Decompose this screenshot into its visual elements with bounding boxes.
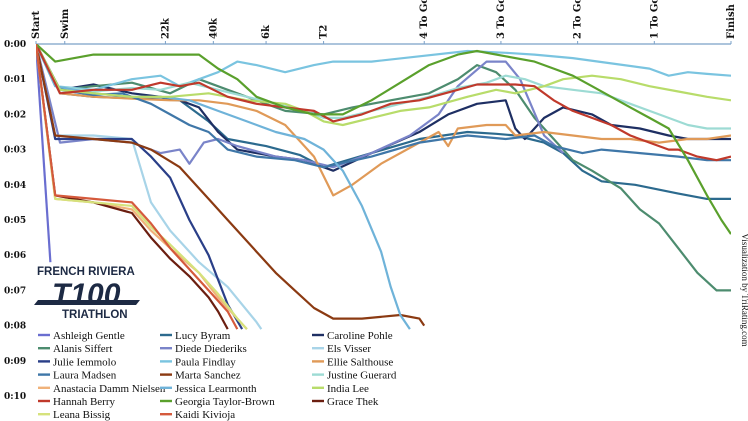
- series-line-marta-sanchez: [36, 44, 426, 327]
- series-line-grace-thek: [36, 44, 229, 330]
- y-tick-labels: 0:00 0:01 0:02 0:03 0:04 0:05 0:06 0:07 0:08 0:09…: [4, 40, 26, 402]
- x-tick-label: Swim: [60, 8, 71, 39]
- y-tick-label: 0:01: [4, 75, 26, 85]
- series-line-hannah-berry: [36, 44, 731, 162]
- series-line-india-lee: [36, 44, 731, 127]
- series-line-paula-findlay: [36, 44, 731, 91]
- legend-label: Caroline Pohle: [327, 330, 393, 342]
- legend-label: Ellie Salthouse: [327, 356, 393, 368]
- y-tick-label: 0:04: [4, 181, 26, 191]
- x-tick-label: 22k: [160, 17, 171, 39]
- y-tick-label: 0:06: [4, 251, 26, 261]
- logo-mark: T100: [52, 278, 121, 311]
- x-tick-label: 4 To Go: [419, 0, 430, 39]
- x-tick-label: 6k: [261, 24, 272, 39]
- legend-label: Anastacia Damm Nielsen: [53, 383, 166, 395]
- x-tick-label: Finish: [726, 3, 737, 39]
- legend-label: Els Visser: [327, 343, 371, 355]
- series-line-kaidi-kivioja: [36, 44, 239, 330]
- series-line-georgia-taylor-brown: [36, 44, 731, 235]
- legend-label: Georgia Taylor-Brown: [175, 396, 275, 408]
- x-tick-label: T2: [319, 25, 330, 39]
- series-line-laura-madsen: [36, 44, 731, 169]
- t100-logo: FRENCH RIVIERA T100 TRIATHLON: [34, 266, 140, 321]
- legend-label: Grace Thek: [327, 396, 379, 408]
- legend-label: Hannah Berry: [53, 396, 116, 408]
- y-tick-label: 0:03: [4, 146, 26, 156]
- y-tick-label: 0:08: [4, 322, 26, 332]
- legend-label: Kaidi Kivioja: [175, 409, 235, 421]
- legend-label: Julie Iemmolo: [53, 356, 117, 368]
- legend-label: Jessica Learmonth: [175, 383, 257, 395]
- legend-label: Ashleigh Gentle: [53, 330, 125, 342]
- legend-label: Paula Findlay: [175, 356, 236, 368]
- credit-text: Visualization by TriRating.com: [740, 233, 748, 346]
- series-line-ellie-salthouse: [36, 44, 731, 197]
- y-tick-label: 0:07: [4, 286, 26, 296]
- x-tick-labels: Start Swim 22k 40k 6k T2 4 To Go 3 To Go 2 To Go…: [31, 0, 737, 44]
- series-line-ashleigh-gentle: [36, 44, 52, 263]
- logo-line2: TRIATHLON: [62, 309, 128, 321]
- series-line-justine-guerard: [36, 44, 731, 130]
- legend-label: Laura Madsen: [53, 370, 117, 382]
- y-tick-label: 0:05: [4, 216, 26, 226]
- x-tick-label: 3 To Go: [496, 0, 507, 39]
- x-tick-label: Start: [31, 10, 42, 39]
- legend-label: India Lee: [327, 383, 369, 395]
- y-tick-label: 0:00: [4, 40, 26, 50]
- legend-label: Marta Sanchez: [175, 370, 241, 382]
- series-line-julie-iemmolo: [36, 44, 244, 330]
- y-tick-label: 0:09: [4, 357, 26, 367]
- y-tick-label: 0:10: [4, 392, 26, 402]
- y-tick-label: 0:02: [4, 110, 26, 120]
- legend-label: Diede Diederiks: [175, 343, 247, 355]
- legend-label: Lucy Byram: [175, 330, 231, 342]
- series-line-els-visser: [36, 44, 263, 330]
- legend-label: Leana Bissig: [53, 409, 111, 421]
- logo-swoosh: [34, 300, 140, 305]
- series-line-lucy-byram: [36, 44, 731, 200]
- series-lines: [36, 44, 731, 330]
- legend-label: Justine Guerard: [327, 370, 397, 382]
- x-tick-label: 2 To Go: [573, 0, 584, 39]
- legend: Ashleigh Gentle Lucy Byram Caroline Pohle A…: [38, 330, 397, 421]
- x-tick-label: 40k: [208, 17, 219, 39]
- legend-label: Alanis Siffert: [53, 343, 112, 355]
- series-line-diede-diederiks: [36, 44, 564, 169]
- logo-line1: FRENCH RIVIERA: [37, 266, 135, 278]
- x-tick-label: 1 To Go: [649, 0, 660, 39]
